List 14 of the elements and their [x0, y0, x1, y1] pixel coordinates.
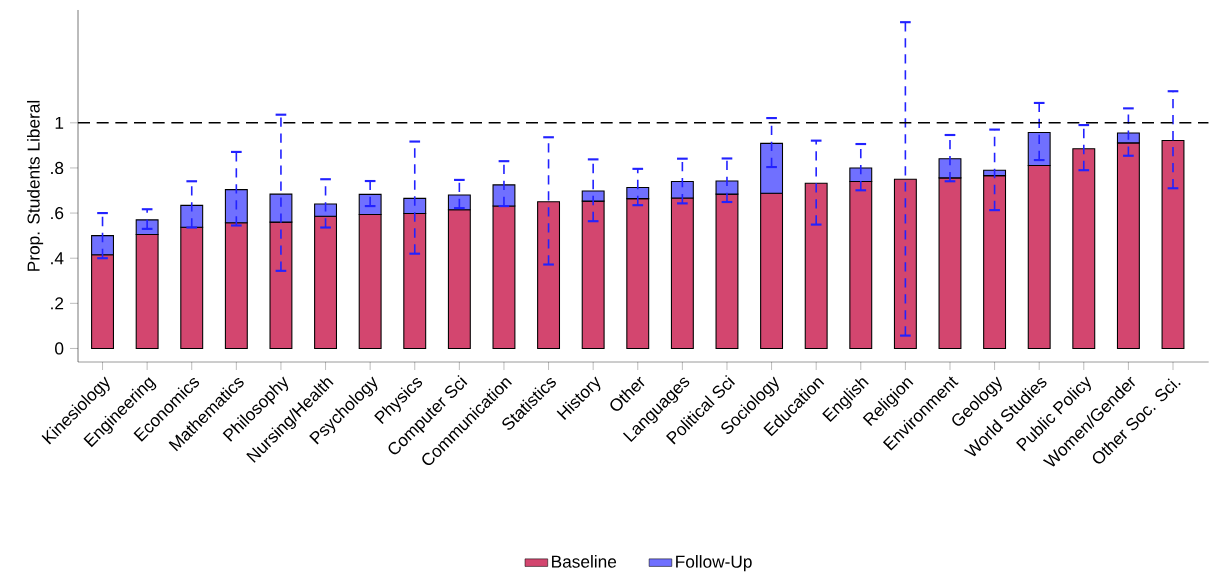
bar: [893, 178, 917, 349]
bar: [1161, 139, 1185, 349]
bar: [537, 201, 561, 349]
y-tick-label: .2: [51, 297, 64, 310]
legend-label: Follow-Up: [676, 555, 752, 572]
y-tick-label: .4: [51, 252, 64, 265]
bar: [1072, 148, 1096, 349]
y-tick-label: 1: [55, 116, 64, 129]
y-tick-label: .8: [51, 161, 64, 175]
y-axis-title: Prop. Students Liberal: [27, 100, 44, 271]
y-tick-label: .6: [51, 206, 64, 220]
legend-label: Baseline: [552, 555, 617, 568]
y-tick-label: 0: [55, 342, 64, 355]
bar: [804, 182, 828, 349]
